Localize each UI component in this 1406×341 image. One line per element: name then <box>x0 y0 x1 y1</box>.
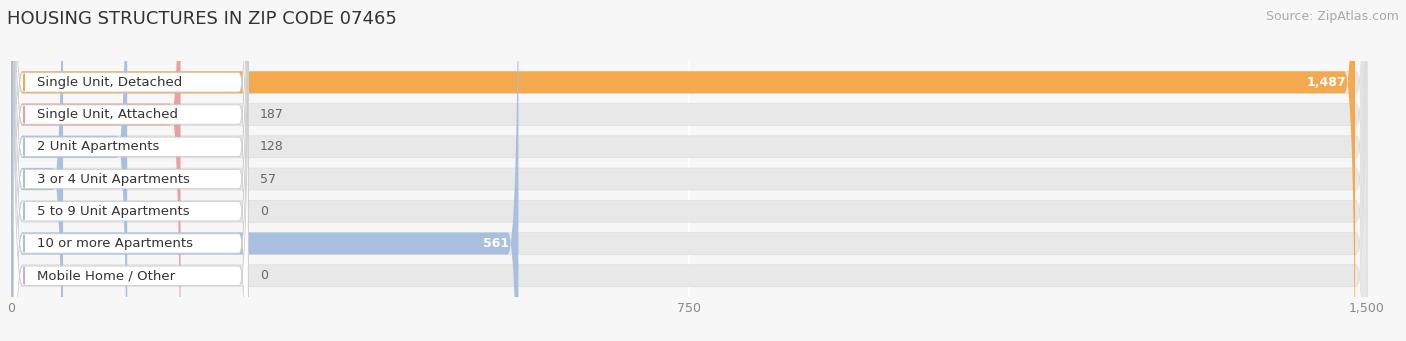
Text: Single Unit, Detached: Single Unit, Detached <box>37 76 183 89</box>
Text: 187: 187 <box>260 108 284 121</box>
FancyBboxPatch shape <box>13 0 249 341</box>
Text: 0: 0 <box>260 205 269 218</box>
FancyBboxPatch shape <box>13 0 249 341</box>
FancyBboxPatch shape <box>13 0 249 341</box>
Text: Single Unit, Attached: Single Unit, Attached <box>37 108 177 121</box>
FancyBboxPatch shape <box>11 0 1367 341</box>
Text: Source: ZipAtlas.com: Source: ZipAtlas.com <box>1265 10 1399 23</box>
Text: 3 or 4 Unit Apartments: 3 or 4 Unit Apartments <box>37 173 190 186</box>
FancyBboxPatch shape <box>11 0 180 341</box>
FancyBboxPatch shape <box>11 0 1367 341</box>
Text: HOUSING STRUCTURES IN ZIP CODE 07465: HOUSING STRUCTURES IN ZIP CODE 07465 <box>7 10 396 28</box>
Text: 128: 128 <box>260 140 284 153</box>
FancyBboxPatch shape <box>13 0 249 341</box>
FancyBboxPatch shape <box>11 0 1367 341</box>
FancyBboxPatch shape <box>11 0 1367 341</box>
FancyBboxPatch shape <box>11 0 1367 341</box>
FancyBboxPatch shape <box>11 0 1367 341</box>
Text: 5 to 9 Unit Apartments: 5 to 9 Unit Apartments <box>37 205 190 218</box>
Text: 2 Unit Apartments: 2 Unit Apartments <box>37 140 159 153</box>
FancyBboxPatch shape <box>11 0 1367 341</box>
Text: 10 or more Apartments: 10 or more Apartments <box>37 237 193 250</box>
FancyBboxPatch shape <box>13 0 249 341</box>
FancyBboxPatch shape <box>11 0 63 341</box>
Text: Mobile Home / Other: Mobile Home / Other <box>37 269 174 282</box>
Text: 0: 0 <box>260 269 269 282</box>
FancyBboxPatch shape <box>11 0 1355 341</box>
FancyBboxPatch shape <box>11 0 519 341</box>
Text: 57: 57 <box>260 173 276 186</box>
FancyBboxPatch shape <box>13 0 249 341</box>
FancyBboxPatch shape <box>13 0 249 341</box>
Text: 561: 561 <box>484 237 509 250</box>
FancyBboxPatch shape <box>11 0 127 341</box>
Text: 1,487: 1,487 <box>1306 76 1346 89</box>
